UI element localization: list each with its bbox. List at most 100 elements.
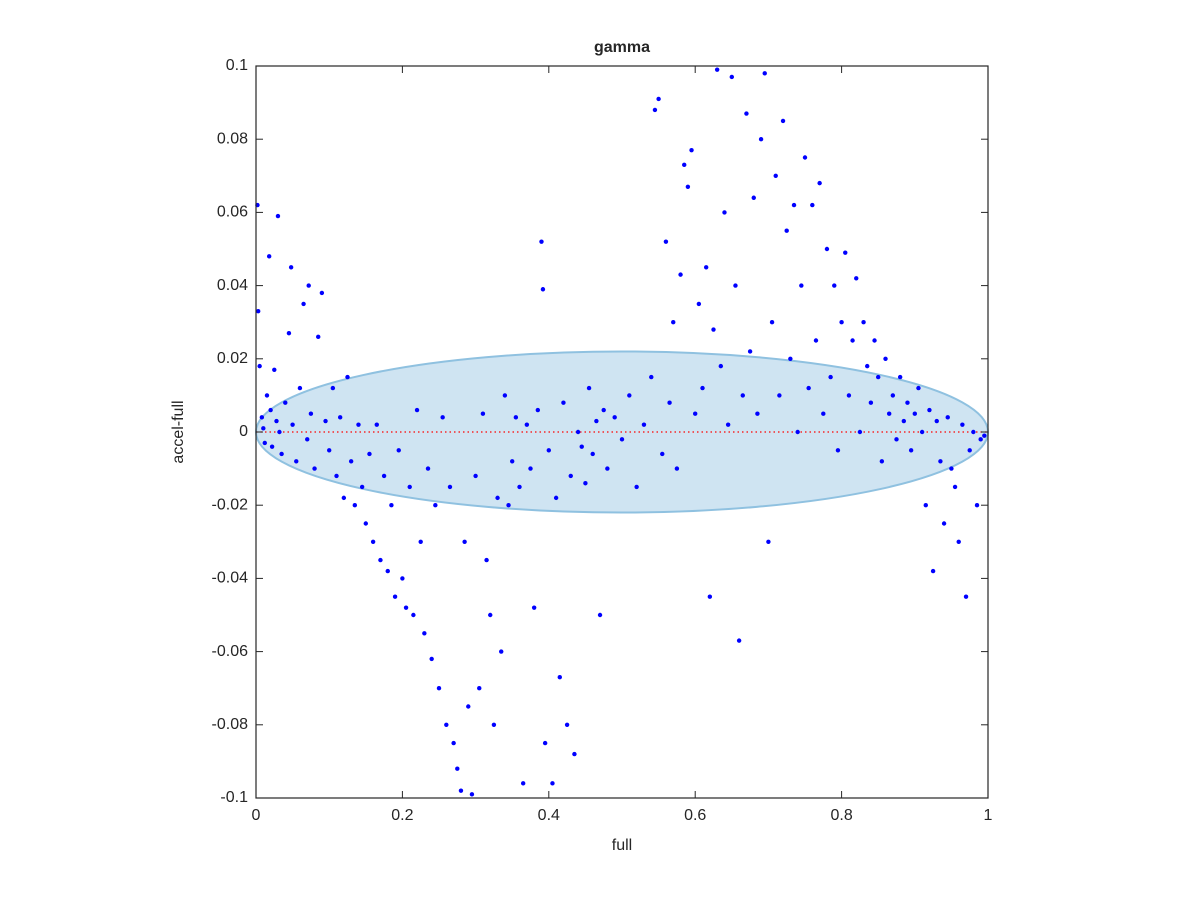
point [436, 686, 442, 691]
point [363, 521, 368, 526]
x-tick-label: 0.6 [684, 807, 706, 824]
point [861, 320, 866, 325]
point [832, 283, 837, 288]
point [828, 374, 833, 380]
point [469, 792, 475, 797]
point [257, 363, 262, 369]
point [696, 301, 702, 307]
point [663, 239, 669, 244]
point [912, 411, 917, 416]
point [488, 612, 493, 618]
point [403, 605, 409, 610]
point [466, 704, 471, 709]
point [901, 418, 907, 424]
point [429, 656, 434, 662]
point [784, 228, 789, 233]
point [546, 448, 551, 453]
point [352, 503, 358, 508]
point [865, 363, 870, 369]
y-tick-label: 0.1 [226, 57, 248, 74]
y-tick-label: 0.04 [217, 277, 248, 294]
point [876, 374, 881, 380]
point [960, 422, 965, 427]
point [923, 503, 928, 508]
point [451, 740, 456, 746]
point [817, 180, 822, 186]
point [385, 568, 390, 574]
point [255, 309, 261, 314]
point [667, 400, 672, 405]
point [612, 415, 617, 420]
point [744, 111, 749, 116]
point [480, 411, 486, 416]
point [356, 422, 361, 427]
x-tick-label: 0.2 [391, 807, 413, 824]
point [806, 385, 811, 391]
point [330, 385, 336, 391]
point [499, 649, 504, 654]
point [941, 521, 947, 526]
point [729, 74, 734, 80]
point [575, 429, 581, 435]
point [513, 415, 519, 420]
x-tick-label: 0 [252, 807, 261, 824]
point [259, 415, 265, 420]
point [312, 466, 317, 471]
point [897, 374, 903, 380]
point [711, 327, 716, 332]
point [952, 484, 958, 490]
point [458, 788, 464, 793]
point [528, 466, 533, 471]
point [495, 495, 500, 501]
point [971, 429, 976, 435]
point [780, 118, 786, 124]
x-tick-label: 0.4 [538, 807, 560, 824]
point [886, 411, 892, 416]
point [540, 287, 546, 292]
y-tick-label: -0.1 [220, 789, 248, 806]
point [306, 283, 311, 288]
point [389, 503, 394, 508]
y-tick-label: -0.08 [212, 716, 249, 733]
point [301, 301, 306, 307]
point [477, 686, 482, 691]
point [674, 466, 680, 471]
point [872, 338, 877, 343]
point [773, 173, 778, 178]
point [308, 411, 314, 416]
point [846, 393, 852, 398]
point [660, 451, 665, 457]
point [535, 407, 541, 413]
point [956, 539, 961, 544]
point [323, 418, 328, 424]
point [502, 393, 508, 398]
point [810, 202, 815, 208]
point [564, 722, 570, 727]
point [433, 503, 438, 508]
point [733, 283, 738, 288]
point [400, 576, 405, 581]
point [777, 393, 782, 398]
point [707, 594, 713, 599]
point [802, 155, 808, 160]
point [799, 283, 804, 288]
point [938, 459, 943, 464]
point [378, 557, 383, 563]
y-tick-label: 0.02 [217, 350, 248, 367]
point [583, 481, 588, 486]
point [367, 451, 372, 457]
point [788, 356, 793, 361]
point [751, 195, 756, 200]
point [539, 239, 544, 244]
point [843, 250, 848, 255]
point [762, 71, 767, 76]
point [597, 612, 603, 618]
point [916, 385, 921, 391]
point [718, 363, 724, 369]
point [425, 466, 431, 471]
point [740, 393, 745, 398]
point [517, 484, 522, 490]
point [374, 422, 379, 427]
point [286, 330, 292, 336]
point [279, 451, 284, 457]
